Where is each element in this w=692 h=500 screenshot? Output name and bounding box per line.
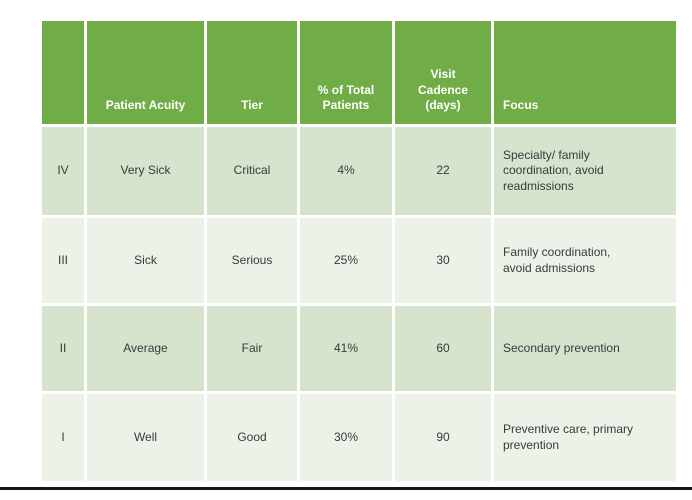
table-cell: 25% <box>300 218 392 303</box>
header-cell-visit-cadence: Visit Cadence (days) <box>395 21 491 124</box>
table-cell: 4% <box>300 127 392 215</box>
header-cell-tier: Tier <box>207 21 297 124</box>
table-cell: Well <box>87 394 204 481</box>
table-cell: II <box>42 306 84 391</box>
focus-text: Specialty/ family coordination, avoid re… <box>503 147 604 193</box>
focus-text: Secondary prevention <box>503 340 620 355</box>
table-cell: 30% <box>300 394 392 481</box>
focus-text: Family coordination, avoid admissions <box>503 244 611 275</box>
table-cell: Fair <box>207 306 297 391</box>
table-cell: III <box>42 218 84 303</box>
header-label: % of Total Patients <box>317 82 375 113</box>
table-cell: Average <box>87 306 204 391</box>
table-cell: Very Sick <box>87 127 204 215</box>
table-cell: 22 <box>395 127 491 215</box>
page-bottom-rule <box>0 487 692 490</box>
header-cell-patient-acuity: Patient Acuity <box>87 21 204 124</box>
focus-text: Preventive care, primary prevention <box>503 421 634 452</box>
header-cell-blank <box>42 21 84 124</box>
patient-acuity-table: Patient Acuity Tier % of Total Patients … <box>42 21 676 481</box>
header-cell-focus: Focus <box>494 21 676 124</box>
table-cell: 30 <box>395 218 491 303</box>
table-cell: Secondary prevention <box>494 306 676 391</box>
table-cell: 60 <box>395 306 491 391</box>
table-cell: Preventive care, primary prevention <box>494 394 676 481</box>
table-cell: Good <box>207 394 297 481</box>
table-cell: 41% <box>300 306 392 391</box>
table-cell: I <box>42 394 84 481</box>
table-cell: Family coordination, avoid admissions <box>494 218 676 303</box>
header-cell-percent-of-total-patients: % of Total Patients <box>300 21 392 124</box>
header-label: Visit Cadence (days) <box>417 67 469 113</box>
table-cell: 90 <box>395 394 491 481</box>
table-cell: Critical <box>207 127 297 215</box>
table-cell: IV <box>42 127 84 215</box>
table-cell: Sick <box>87 218 204 303</box>
table-cell: Specialty/ family coordination, avoid re… <box>494 127 676 215</box>
table-cell: Serious <box>207 218 297 303</box>
